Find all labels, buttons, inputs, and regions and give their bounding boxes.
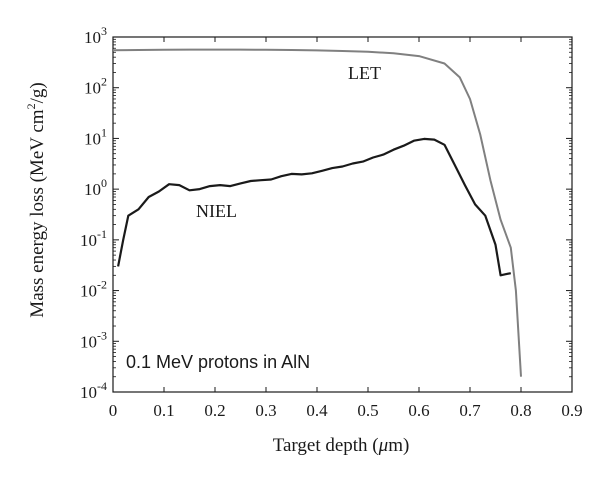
y-axis-label: Mass energy loss (MeV cm2/g)	[24, 82, 48, 317]
x-tick-label: 0.4	[306, 401, 328, 420]
x-tick-label: 0.6	[408, 401, 429, 420]
series-line-let	[112, 48, 522, 377]
y-tick-label: 10-3	[80, 328, 107, 351]
x-tick-label: 0.9	[561, 401, 582, 420]
x-tick-label: 0	[109, 401, 118, 420]
y-tick-label: 10-4	[80, 379, 107, 402]
tick-layer: 0 0.1 0.2 0.3 0.4 0.5 0.6 0.7 0.8 0.9 10-4 10-3 10-2…	[80, 24, 583, 420]
y-tick-label: 10-2	[80, 278, 107, 301]
x-tick-label: 0.8	[510, 401, 531, 420]
x-tick-label: 0.3	[255, 401, 276, 420]
plot-frame	[112, 36, 573, 393]
plot-area	[112, 36, 573, 393]
x-tick-label: 0.5	[357, 401, 378, 420]
annotation: 0.1 MeV protons in AlN	[126, 352, 310, 372]
series-line-niel	[117, 137, 512, 277]
x-tick-label: 0.2	[204, 401, 225, 420]
series-layer	[112, 48, 522, 377]
y-tick-label: 103	[84, 24, 107, 47]
y-tick-label: 100	[84, 176, 107, 199]
x-axis-label: Target depth (μm)	[273, 435, 410, 456]
series-label-niel: NIEL	[196, 201, 237, 221]
x-tick-label: 0.1	[153, 401, 174, 420]
y-tick-label: 101	[84, 125, 107, 148]
y-tick-label: 10-1	[80, 227, 107, 250]
x-tick-label: 0.7	[459, 401, 481, 420]
series-label-let: LET	[348, 63, 381, 83]
y-tick-label: 102	[84, 75, 107, 98]
